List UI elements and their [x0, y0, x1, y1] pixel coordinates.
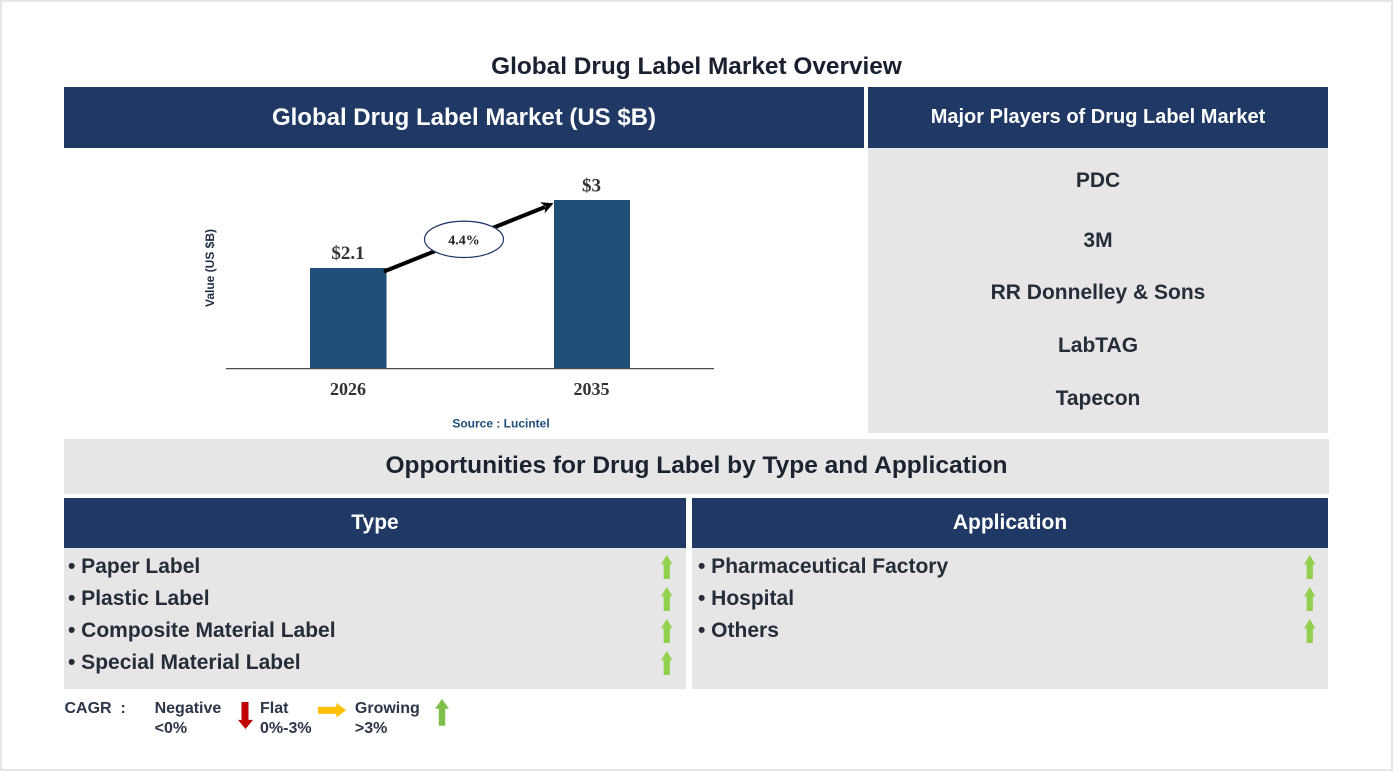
svg-text:$3: $3 — [582, 176, 601, 197]
svg-text:$2.1: $2.1 — [331, 243, 364, 264]
svg-text:2035: 2035 — [574, 379, 610, 399]
svg-text:4.4%: 4.4% — [448, 233, 480, 248]
svg-text:Source : Lucintel: Source : Lucintel — [452, 417, 549, 431]
svg-text:2026: 2026 — [330, 379, 366, 399]
